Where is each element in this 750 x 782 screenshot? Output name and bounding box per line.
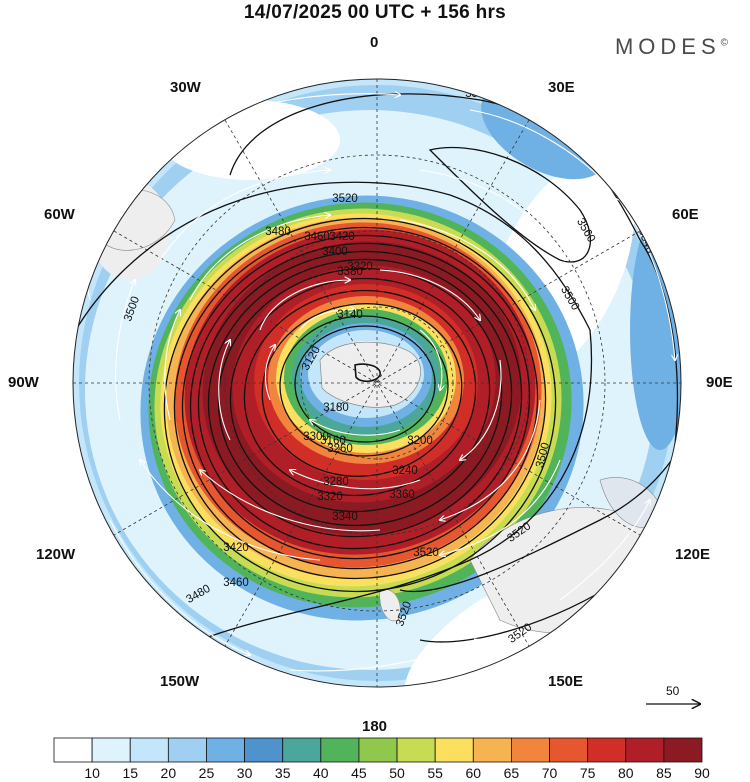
meridian-label-90w: 90W bbox=[8, 374, 39, 391]
contour-label: 3460 bbox=[223, 577, 249, 589]
reference-wind-value: 50 bbox=[666, 684, 680, 698]
contour-label: 3260 bbox=[327, 443, 353, 455]
colorbar-swatch bbox=[167, 737, 207, 763]
contour-label: 3340 bbox=[332, 511, 358, 523]
graticule bbox=[73, 79, 681, 687]
meridian-label-180: 180 bbox=[362, 718, 388, 735]
wind-speed-field: 3540 3520 3560 3540 3500 3480 3460 3420 … bbox=[73, 79, 681, 687]
colorbar-swatch bbox=[320, 737, 360, 763]
contour-label: 3180 bbox=[323, 402, 349, 414]
colorbar-tick-label: 60 bbox=[465, 765, 482, 781]
meridian-label-150w: 150W bbox=[160, 673, 200, 690]
colorbar-swatch bbox=[396, 737, 436, 763]
contour-label: 3320 bbox=[317, 491, 343, 503]
colorbar-tick-label: 25 bbox=[198, 765, 215, 781]
meridian-label-30w: 30W bbox=[170, 79, 201, 96]
map-border bbox=[72, 78, 682, 688]
colorbar-swatch bbox=[549, 737, 589, 763]
colorbar-tick-label: 45 bbox=[351, 765, 367, 781]
meridian-label-90e: 90E bbox=[706, 374, 733, 391]
colorbar-swatch bbox=[663, 737, 703, 763]
colorbar-swatch bbox=[358, 737, 398, 763]
colorbar-swatch bbox=[244, 737, 284, 763]
contour-label: 3140 bbox=[337, 309, 363, 321]
colorbar-tick-label: 10 bbox=[84, 765, 100, 781]
brand-logo: MODES© bbox=[614, 34, 728, 59]
map-title: 14/07/2025 00 UTC + 156 hrs bbox=[243, 2, 507, 23]
colorbar-tick-label: 30 bbox=[236, 765, 253, 781]
colorbar-tick-label: 70 bbox=[541, 765, 558, 781]
colorbar-tick-label: 65 bbox=[503, 765, 520, 781]
meridian-label-60e: 60E bbox=[672, 206, 699, 223]
wind-speed-colorbar bbox=[53, 737, 703, 763]
colorbar-swatch bbox=[625, 737, 665, 763]
colorbar-swatch bbox=[434, 737, 474, 763]
colorbar-swatch bbox=[53, 737, 93, 763]
contour-label: 3360 bbox=[389, 489, 415, 501]
colorbar-tick-label: 15 bbox=[122, 765, 139, 781]
colorbar-tick-label: 50 bbox=[389, 765, 405, 781]
contour-label: 3240 bbox=[392, 465, 418, 477]
contour-label: 3160 bbox=[320, 435, 346, 447]
colorbar-tick-label: 75 bbox=[579, 765, 596, 781]
contour-label: 3200 bbox=[407, 435, 433, 447]
colorbar-tick-label: 85 bbox=[656, 765, 672, 781]
meridian-label-60w: 60W bbox=[44, 206, 75, 223]
colorbar-swatch bbox=[472, 737, 512, 763]
colorbar-swatch bbox=[282, 737, 322, 763]
contour-label: 3520 bbox=[332, 193, 358, 205]
colorbar-swatch bbox=[129, 737, 169, 763]
meridian-label-120w: 120W bbox=[36, 546, 76, 563]
contour-label: 3280 bbox=[323, 476, 349, 488]
colorbar-tick-label: 20 bbox=[160, 765, 177, 781]
colorbar-tick-label: 55 bbox=[427, 765, 443, 781]
contour-label: 3380 bbox=[337, 266, 363, 278]
contour-label: 3220 bbox=[347, 261, 373, 273]
contour-label: 3480 bbox=[265, 226, 291, 238]
contour-label: 3420 bbox=[329, 231, 355, 243]
meridian-label-150e: 150E bbox=[548, 673, 584, 690]
meridian-label-0: 0 bbox=[370, 34, 379, 51]
colorbar-swatch bbox=[91, 737, 131, 763]
contour-label: 3520 bbox=[413, 547, 439, 559]
contour-label: 3460 bbox=[304, 231, 330, 243]
colorbar-tick-label: 40 bbox=[313, 765, 329, 781]
contour-label: 3300 bbox=[303, 431, 329, 443]
meridian-label-30e: 30E bbox=[548, 79, 575, 96]
contour-label: 3420 bbox=[223, 542, 249, 554]
contour-label: 3540 bbox=[465, 88, 491, 100]
colorbar-tick-label: 80 bbox=[617, 765, 634, 781]
colorbar-swatch bbox=[206, 737, 245, 763]
colorbar-tick-label: 90 bbox=[694, 765, 710, 781]
contour-label: 3400 bbox=[322, 246, 348, 258]
meridian-label-120e: 120E bbox=[675, 546, 711, 563]
colorbar-swatch bbox=[511, 737, 550, 763]
colorbar-tick-label: 35 bbox=[274, 765, 291, 781]
colorbar-swatch bbox=[587, 737, 627, 763]
